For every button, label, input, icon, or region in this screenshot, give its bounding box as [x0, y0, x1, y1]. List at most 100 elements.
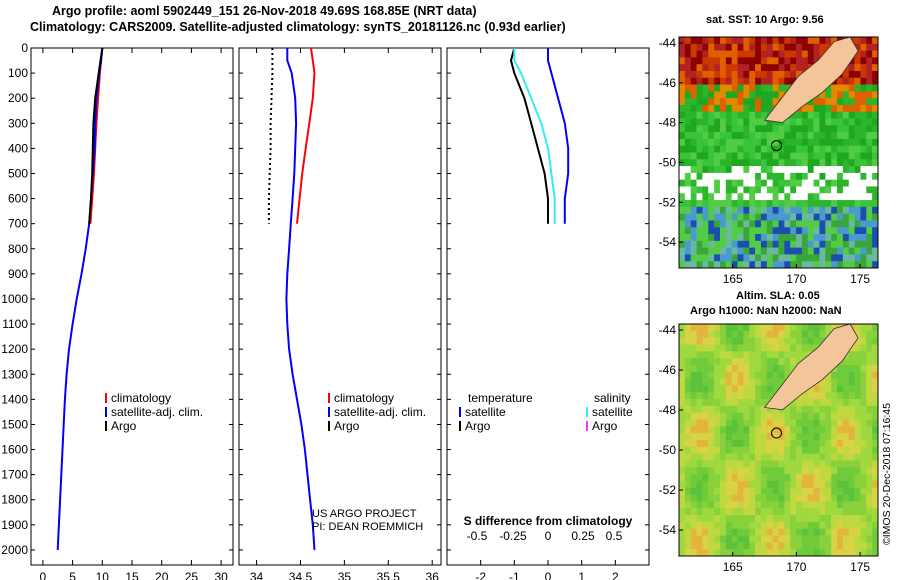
footer-pi: PI: DEAN ROEMMICH [312, 521, 423, 533]
footer-project: US ARGO PROJECT [312, 508, 417, 520]
series-line-salinity-2 [267, 48, 274, 224]
map-sst [679, 37, 879, 269]
float-location-sst [771, 140, 783, 152]
y-tick-label: 400 [8, 141, 28, 155]
x-tick-label-temperature: 30 [214, 570, 228, 580]
float-location-sla [771, 427, 783, 439]
secondary-tick-label: -0.5 [467, 529, 488, 543]
y-tick-label: 1600 [1, 443, 28, 457]
series-line-difference-1 [509, 47, 549, 224]
map-lon-label-sla: 175 [850, 560, 870, 574]
y-tick-label: 0 [21, 41, 28, 55]
y-tick-label: 600 [8, 192, 28, 206]
landmass-sst [763, 36, 859, 123]
x-tick-label-difference: 2 [612, 570, 619, 580]
y-tick-label: 500 [8, 166, 28, 180]
map-lat-label-sla: -48 [659, 403, 677, 417]
series-line-salinity-0 [296, 47, 316, 224]
legend-label-diff-salinity-1: Argo [592, 419, 618, 433]
imos-watermark: ©IMOS 20-Dec-2018 07:16:45 [881, 403, 893, 545]
map-lat-label-sla: -46 [659, 363, 677, 377]
map-frame-sst [678, 36, 879, 269]
legend-title-temperature: temperature [468, 391, 533, 405]
map-lon-label-sla: 170 [786, 560, 806, 574]
series-line-difference-2 [513, 48, 556, 224]
map-lat-label-sla: -52 [659, 483, 677, 497]
y-tick-label: 1700 [1, 468, 28, 482]
secondary-axis-label: S difference from climatology [464, 514, 633, 528]
series-line-difference-0 [547, 48, 570, 224]
y-tick-label: 1800 [1, 493, 28, 507]
secondary-tick-label: 0.25 [571, 529, 595, 543]
x-tick-label-difference: 1 [578, 570, 585, 580]
series-line-temperature-2 [88, 47, 104, 224]
x-tick-label-temperature: 5 [69, 570, 76, 580]
x-tick-label-salinity: 35.5 [377, 570, 401, 580]
map-lat-label-sst: -46 [659, 76, 677, 90]
secondary-tick-label: 0.5 [606, 529, 623, 543]
secondary-tick-label: 0 [545, 529, 552, 543]
figure-title-line-2: Climatology: CARS2009. Satellite-adjuste… [30, 20, 566, 34]
x-tick-label-difference: -2 [475, 570, 486, 580]
y-tick-label: 700 [8, 217, 28, 231]
series-line-temperature-1 [56, 47, 104, 550]
map-lon-label-sst: 175 [850, 272, 870, 286]
landmass-sla [763, 323, 859, 411]
legend-label-salinity-1: satellite-adj. clim. [334, 405, 426, 419]
series-line-salinity-1 [285, 48, 316, 550]
x-tick-label-difference: -1 [509, 570, 520, 580]
legend-label-temperature-2: Argo [111, 419, 137, 433]
map-lat-label-sst: -54 [659, 235, 677, 249]
map-lat-label-sst: -52 [659, 195, 677, 209]
legend-label-temperature-1: satellite-adj. clim. [111, 405, 203, 419]
x-tick-label-difference: 0 [545, 570, 552, 580]
map-lon-label-sla: 165 [723, 560, 743, 574]
map1-title: sat. SST: 10 Argo: 9.56 [706, 14, 824, 26]
x-tick-label-salinity: 34.5 [289, 570, 313, 580]
y-tick-label: 100 [8, 66, 28, 80]
y-tick-label: 1100 [2, 317, 28, 331]
map-lon-label-sst: 165 [723, 272, 743, 286]
panel-frame-temperature [30, 47, 234, 566]
y-tick-label: 1400 [1, 392, 28, 406]
x-tick-label-temperature: 10 [96, 570, 110, 580]
y-tick-label: 200 [8, 91, 28, 105]
x-tick-label-salinity: 34 [250, 570, 264, 580]
x-tick-label-salinity: 35 [338, 570, 352, 580]
map-sla [679, 324, 879, 557]
map-lat-label-sst: -44 [659, 36, 677, 50]
legend-label-salinity-0: climatology [334, 391, 394, 405]
x-tick-label-salinity: 36 [426, 570, 440, 580]
x-tick-label-temperature: 0 [40, 570, 47, 580]
map-frame-sla [678, 323, 879, 557]
map-lat-label-sst: -50 [659, 155, 677, 169]
y-tick-label: 2000 [1, 543, 28, 557]
y-tick-label: 300 [8, 116, 28, 130]
y-tick-label: 1500 [1, 417, 28, 431]
secondary-tick-label: -0.25 [499, 529, 527, 543]
y-tick-label: 1900 [1, 518, 28, 532]
map-lat-label-sst: -48 [659, 116, 677, 130]
map2-title-line-2: Argo h1000: NaN h2000: NaN [690, 305, 842, 317]
figure-title-line-1: Argo profile: aoml 5902449_151 26-Nov-20… [52, 4, 477, 18]
x-tick-label-temperature: 15 [125, 570, 139, 580]
legend-label-salinity-2: Argo [334, 419, 360, 433]
legend-label-temperature-0: climatology [111, 391, 171, 405]
map-lon-label-sst: 170 [786, 272, 806, 286]
panel-frame-difference [446, 47, 650, 566]
y-tick-label: 1300 [1, 367, 28, 381]
x-tick-label-temperature: 20 [155, 570, 169, 580]
map-lat-label-sla: -44 [659, 323, 677, 337]
panel-frame-salinity [238, 47, 442, 566]
legend-title-salinity: salinity [594, 391, 631, 405]
legend-label-diff-temperature-0: satellite [465, 405, 506, 419]
y-tick-label: 800 [8, 242, 28, 256]
x-tick-label-temperature: 25 [185, 570, 199, 580]
y-tick-label: 900 [8, 267, 28, 281]
map-lat-label-sla: -54 [659, 523, 677, 537]
legend-label-diff-salinity-0: satellite [592, 405, 633, 419]
legend-label-diff-temperature-1: Argo [465, 419, 491, 433]
map2-title-line-1: Altim. SLA: 0.05 [736, 290, 820, 302]
map-lat-label-sla: -50 [659, 443, 677, 457]
